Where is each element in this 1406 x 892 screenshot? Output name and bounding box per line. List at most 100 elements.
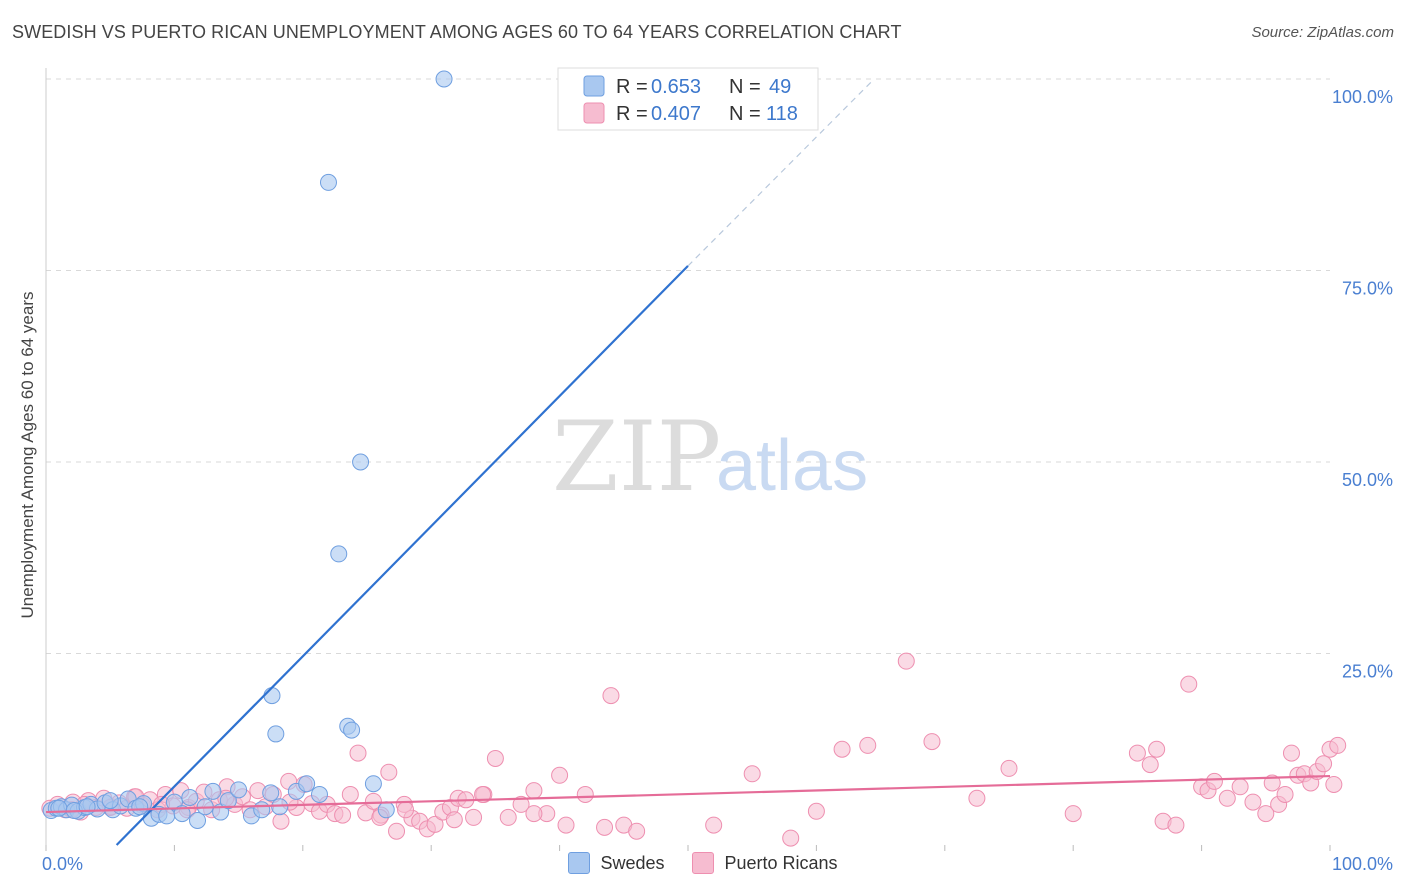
y-tick-label-1: 50.0%	[1342, 470, 1393, 490]
bottom-legend-puerto-ricans: Puerto Ricans	[692, 852, 838, 874]
swede-point-34	[319, 173, 337, 191]
pr-point-75	[923, 733, 941, 751]
y-tick-label-2: 75.0%	[1342, 279, 1393, 299]
swede-point-32	[298, 775, 316, 793]
swede-point-47	[101, 792, 119, 810]
swatch-puerto-ricans	[692, 852, 715, 874]
pr-point-78	[1064, 805, 1082, 823]
chart-title: SWEDISH VS PUERTO RICAN UNEMPLOYMENT AMO…	[12, 22, 902, 42]
swede-point-28	[253, 801, 271, 819]
swedes-trend-line	[115, 265, 689, 846]
pr-point-72	[833, 740, 851, 758]
legend-n-label-swedes: N =	[729, 76, 761, 98]
bottom-legend-swedes: Swedes	[568, 852, 664, 874]
swede-point-44	[50, 799, 68, 817]
swede-point-39	[364, 775, 382, 793]
pr-point-83	[1167, 816, 1185, 834]
swede-point-26	[230, 781, 248, 799]
pr-point-71	[807, 802, 825, 820]
x-tick-label-0: 0.0%	[42, 854, 83, 874]
swede-point-48	[131, 798, 149, 816]
legend-r-value-puerto-ricans: 0.407	[651, 103, 701, 125]
axis-ticks: 25.0% 50.0% 75.0% 100.0% 0.0% 100.0%	[42, 87, 1393, 874]
pr-point-94	[1276, 785, 1294, 803]
pr-point-100	[1315, 755, 1333, 773]
swede-point-38	[352, 453, 370, 471]
pr-point-106	[474, 785, 492, 803]
pr-point-102	[1325, 775, 1343, 793]
pr-point-73	[859, 736, 877, 754]
legend-swatch-swedes	[583, 75, 605, 97]
pr-point-80	[1141, 756, 1159, 774]
swede-point-46	[78, 798, 96, 816]
pr-point-62	[551, 766, 569, 784]
pr-point-79	[1128, 744, 1146, 762]
swede-point-37	[343, 721, 361, 739]
pr-point-70	[782, 829, 800, 847]
pr-point-45	[388, 822, 406, 840]
pr-point-57	[486, 749, 504, 767]
pr-point-92	[1263, 774, 1281, 792]
pr-point-77	[1000, 759, 1018, 777]
swede-point-25	[219, 792, 237, 810]
legend-n-value-puerto-ricans: 118	[766, 103, 798, 125]
swede-point-43	[267, 725, 285, 743]
pr-point-76	[968, 789, 986, 807]
pr-point-65	[596, 818, 614, 836]
pr-point-107	[445, 811, 463, 829]
swede-point-40	[377, 801, 395, 819]
pr-point-89	[1231, 778, 1249, 796]
pr-point-67	[628, 822, 646, 840]
pr-point-44	[380, 763, 398, 781]
pr-point-88	[1218, 789, 1236, 807]
y-tick-label-0: 25.0%	[1342, 662, 1393, 682]
puerto-ricans-trend-line	[45, 774, 1331, 814]
pr-point-74	[897, 652, 915, 670]
pr-point-68	[705, 816, 723, 834]
pr-point-38	[334, 806, 352, 824]
pr-point-81	[1148, 740, 1166, 758]
pr-point-91	[1257, 805, 1275, 823]
legend-n-label-puerto-ricans: N =	[729, 103, 761, 125]
swede-point-21	[189, 811, 207, 829]
swede-point-23	[204, 782, 222, 800]
legend-r-label-puerto-ricans: R =	[616, 103, 648, 125]
watermark: ZIP atlas	[552, 401, 868, 513]
pr-point-63	[557, 816, 575, 834]
bottom-legend-puerto-ricans-label: Puerto Ricans	[724, 852, 838, 873]
pr-point-59	[512, 795, 530, 813]
swede-point-33	[310, 785, 328, 803]
swatch-swedes	[568, 852, 591, 874]
pr-point-105	[525, 805, 543, 823]
bottom-legend: Swedes Puerto Ricans	[0, 852, 1406, 874]
watermark-atlas: atlas	[716, 426, 868, 506]
y-tick-label-3: 100.0%	[1332, 87, 1393, 107]
legend-r-label-swedes: R =	[616, 76, 648, 98]
legend-n-value-swedes: 49	[769, 76, 791, 98]
trend-lines	[45, 78, 1331, 846]
pr-point-95	[1282, 744, 1300, 762]
source-credit: Source: ZipAtlas.com	[1251, 24, 1394, 41]
pr-point-58	[499, 808, 517, 826]
pr-point-30	[272, 812, 290, 830]
watermark-zip: ZIP	[552, 401, 721, 513]
grid	[45, 68, 1331, 851]
pr-point-69	[743, 765, 761, 783]
legend-r-value-swedes: 0.653	[651, 76, 701, 98]
legend-swatch-puerto-ricans	[583, 102, 605, 124]
legend-box: R = 0.653 N = 49 R = 0.407 N = 118	[557, 67, 819, 131]
swede-point-35	[330, 545, 348, 563]
pr-point-84	[1180, 675, 1198, 693]
bottom-legend-swedes-label: Swedes	[600, 852, 665, 873]
pr-point-60	[525, 782, 543, 800]
swede-point-41	[435, 70, 453, 88]
pr-point-39	[341, 785, 359, 803]
pr-point-103	[1329, 736, 1347, 754]
pr-point-104	[602, 687, 620, 705]
swede-points	[42, 70, 453, 829]
pr-point-50	[426, 815, 444, 833]
pr-point-87	[1205, 772, 1223, 790]
puerto-rican-points	[41, 652, 1347, 847]
pr-point-42	[364, 792, 382, 810]
pr-point-40	[349, 744, 367, 762]
